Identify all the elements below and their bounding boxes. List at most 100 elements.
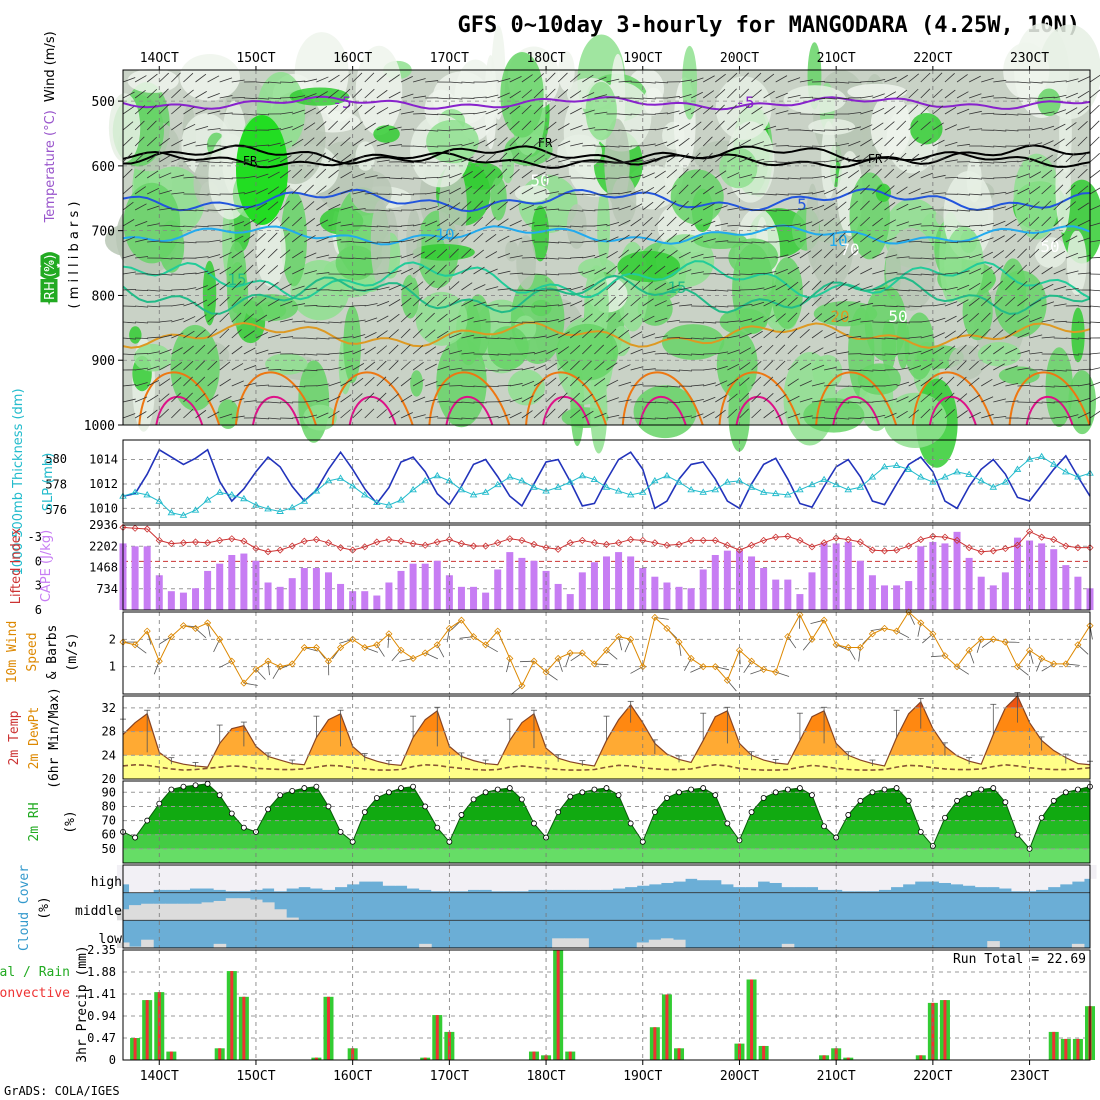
wind-barb xyxy=(195,409,207,419)
lifted-index-point xyxy=(469,542,478,550)
wind-barb xyxy=(860,109,873,115)
thickness-point xyxy=(711,485,720,493)
wind-barb xyxy=(848,266,860,275)
wind-barb xyxy=(159,155,171,163)
middle-cloud-bar xyxy=(225,898,239,921)
precip-bar-convective xyxy=(677,1048,681,1060)
wind-barb xyxy=(1089,120,1100,131)
wind-barb xyxy=(884,202,896,211)
wind-barb xyxy=(267,299,280,307)
wind-speed-point xyxy=(1062,660,1070,668)
wind-barb xyxy=(207,377,218,387)
wind-barb xyxy=(316,76,329,83)
wind-barb xyxy=(582,240,596,243)
wind-barb xyxy=(437,233,448,243)
wind-barb xyxy=(376,272,390,275)
wind-barb xyxy=(630,331,643,339)
lifted-index-point xyxy=(518,536,526,544)
thickness-point xyxy=(433,471,442,479)
wind-barb xyxy=(1077,202,1090,211)
wind-barb xyxy=(437,97,451,100)
wind-barb xyxy=(413,145,427,148)
x-tick-label-top: 23OCT xyxy=(1010,51,1049,66)
wind-barb xyxy=(896,120,907,131)
wind-speed-point xyxy=(216,635,224,643)
wind-barb xyxy=(618,219,631,227)
rh-shade-blob xyxy=(500,52,544,138)
thickness-point xyxy=(941,473,949,480)
thickness-label: 1000-500mb Thickness (dm) xyxy=(11,388,26,575)
precip-bar-convective xyxy=(822,1055,826,1060)
wind-barb xyxy=(413,208,427,211)
wind-barb xyxy=(243,280,254,291)
wind-barb xyxy=(279,301,293,307)
wind-barb xyxy=(606,312,616,323)
wind-barb xyxy=(1005,400,1019,403)
wind-barb xyxy=(981,112,995,115)
wind-barb xyxy=(920,273,934,276)
high-cloud-bar xyxy=(987,865,1000,888)
wind-barb xyxy=(497,337,511,340)
wind-barb xyxy=(1041,283,1054,291)
wind-barb xyxy=(654,170,666,179)
wind-barb xyxy=(618,176,632,179)
rh-point xyxy=(712,792,719,799)
wind-barb xyxy=(449,297,461,307)
wind-barb xyxy=(1005,97,1019,100)
wind-barb xyxy=(122,321,136,324)
rh-point xyxy=(192,782,199,789)
wind-speed-point xyxy=(433,641,441,649)
wind-barb xyxy=(993,280,1003,291)
rh-shade-blob xyxy=(670,169,724,225)
wind-barb xyxy=(219,112,233,115)
rh-point xyxy=(1014,831,1021,838)
wind-barb xyxy=(279,169,291,179)
wind-barb xyxy=(449,113,463,116)
wind-barb xyxy=(437,330,449,339)
wind-barb xyxy=(1053,123,1066,131)
high-cloud-bar xyxy=(660,865,674,883)
lifted-index-point xyxy=(312,536,320,544)
wind-barb xyxy=(944,301,958,307)
wind-speed-point xyxy=(953,663,961,671)
wind-barb xyxy=(1065,337,1079,340)
wind-speed-point xyxy=(469,633,478,641)
wind-barb xyxy=(1065,92,1079,99)
wind-barb xyxy=(981,177,995,180)
wind-barb xyxy=(811,399,825,403)
wind-barb xyxy=(558,288,572,291)
thickness-point xyxy=(566,478,575,485)
thickness-point xyxy=(300,497,309,504)
wind-barb xyxy=(231,296,242,307)
lifted-index-point xyxy=(457,540,466,548)
high-cloud-bar xyxy=(382,865,396,886)
rh-point xyxy=(857,797,864,804)
wind-barb xyxy=(884,219,897,227)
wind-barb xyxy=(618,234,630,243)
wind-barb xyxy=(533,409,544,419)
surface-isotherm xyxy=(911,371,994,426)
wind-barb xyxy=(304,93,317,99)
rh-point xyxy=(567,793,574,800)
high-cloud-bar xyxy=(842,865,855,892)
wind-barb xyxy=(944,286,958,291)
wind-barb xyxy=(280,111,294,115)
high-cloud-bar xyxy=(322,865,336,890)
wind-barb xyxy=(739,191,753,195)
high-cloud-bar xyxy=(769,865,783,883)
rh-point xyxy=(204,780,211,787)
wind-speed-point xyxy=(796,611,804,619)
thickness-point xyxy=(409,485,417,493)
wind-barb xyxy=(521,153,532,163)
rh-shade-blob xyxy=(1068,370,1097,435)
wind-barb xyxy=(268,417,282,420)
rh-shade-blob xyxy=(108,93,141,163)
wind-barb xyxy=(485,153,496,163)
wind-barb xyxy=(872,287,886,291)
wind-barb xyxy=(811,113,825,116)
rh-point xyxy=(180,783,187,790)
wind-barb xyxy=(388,193,402,196)
contour-label: FR xyxy=(243,154,258,168)
wind-barb xyxy=(473,385,487,388)
wind-barb xyxy=(376,241,390,244)
